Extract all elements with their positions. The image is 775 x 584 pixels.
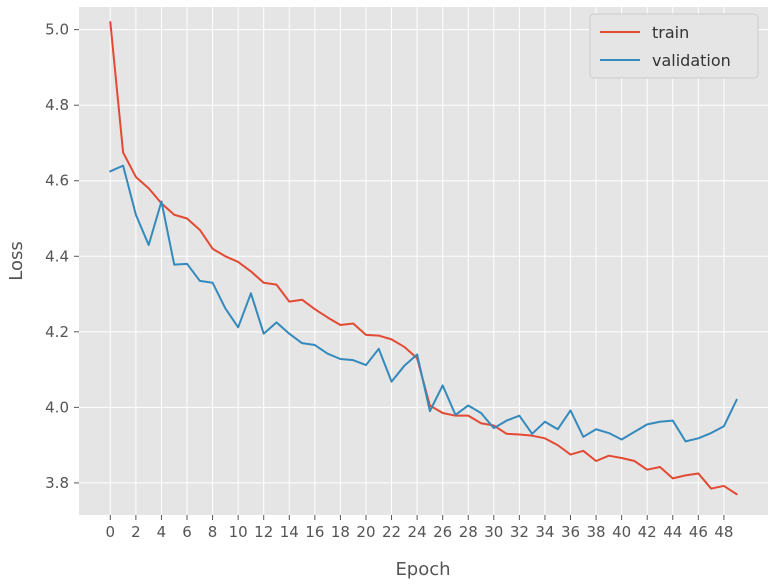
x-tick-label: 8 (208, 523, 218, 541)
x-tick-label: 48 (714, 523, 733, 541)
x-tick-label: 12 (254, 523, 273, 541)
x-tick-label: 20 (356, 523, 375, 541)
y-tick-label: 4.2 (45, 323, 69, 341)
x-tick-label: 36 (561, 523, 580, 541)
y-axis-ticks: 3.8 4.0 4.2 4.4 4.6 4.8 5.0 (45, 21, 79, 492)
y-tick-label: 4.0 (45, 398, 69, 416)
y-tick-label: 4.4 (45, 247, 69, 265)
x-axis-label: Epoch (395, 559, 450, 580)
x-tick-label: 6 (182, 523, 192, 541)
y-tick-label: 4.8 (45, 96, 69, 114)
x-tick-label: 0 (106, 523, 116, 541)
x-tick-label: 34 (535, 523, 554, 541)
series-lines (109, 21, 738, 496)
legend-label-train: train (652, 23, 689, 42)
gridlines (79, 7, 768, 515)
legend-label-validation: validation (652, 51, 731, 70)
legend: train validation (589, 13, 759, 79)
x-tick-label: 24 (408, 523, 427, 541)
y-axis-label: Loss (6, 241, 27, 280)
x-tick-label: 22 (382, 523, 401, 541)
series-line-validation (109, 164, 738, 443)
x-tick-label: 44 (663, 523, 682, 541)
x-tick-label: 16 (305, 523, 324, 541)
x-tick-label: 26 (433, 523, 452, 541)
x-tick-label: 38 (587, 523, 606, 541)
y-tick-label: 4.6 (45, 172, 69, 190)
x-tick-label: 46 (689, 523, 708, 541)
x-axis-ticks: 0 2 4 6 8 10 12 14 16 18 20 22 24 26 28 30 32 34 36 38 40 42 4… (106, 515, 733, 541)
y-tick-label: 5.0 (45, 21, 69, 39)
x-tick-label: 14 (280, 523, 299, 541)
x-tick-label: 10 (229, 523, 248, 541)
x-tick-label: 40 (612, 523, 631, 541)
x-tick-label: 4 (157, 523, 167, 541)
legend-box (589, 13, 759, 79)
x-tick-label: 18 (331, 523, 350, 541)
y-tick-label: 3.8 (45, 474, 69, 492)
x-tick-label: 2 (131, 523, 141, 541)
x-tick-label: 30 (484, 523, 503, 541)
x-tick-label: 32 (510, 523, 529, 541)
x-tick-label: 28 (459, 523, 478, 541)
plot-background (79, 7, 768, 515)
x-tick-label: 42 (638, 523, 657, 541)
